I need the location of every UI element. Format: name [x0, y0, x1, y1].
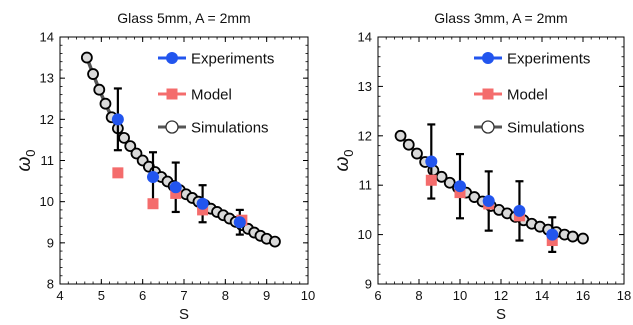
x-tick-label: 10 [301, 288, 315, 303]
x-tick-label: 14 [535, 288, 549, 303]
simulations-line [399, 134, 584, 241]
x-tick-label: 18 [617, 288, 631, 303]
x-tick-label: 9 [263, 288, 270, 303]
chart-panel-2: Glass 3mm, A = 2mm 6 8 10 12 14 16 18 9 10 11 12 13 1… [332, 10, 631, 323]
experiments-point [111, 113, 124, 126]
y-tick-label: 13 [358, 79, 372, 94]
y-axis-label: ω0 [14, 149, 38, 171]
y-axis-label: ω0 [332, 149, 356, 171]
x-tick-label: 10 [453, 288, 467, 303]
y-axis-label-symbol: ω [14, 157, 35, 172]
simulations-point [566, 230, 579, 243]
y-tick-label: 14 [40, 30, 54, 45]
legend-marker-experiments [482, 52, 494, 64]
y-tick-label: 12 [40, 112, 54, 127]
y-tick-label: 10 [40, 194, 54, 209]
simulations-point [80, 51, 93, 64]
y-tick-label: 14 [358, 30, 372, 45]
simulations-point [394, 129, 407, 142]
legend-marker-simulations [165, 120, 179, 134]
simulations-point [124, 140, 137, 152]
experiments-point [147, 170, 159, 183]
simulations-point [118, 131, 130, 144]
x-tick-label: 5 [98, 288, 105, 303]
model-point [454, 187, 466, 199]
x-tick-label: 7 [180, 288, 187, 303]
y-tick-label: 11 [359, 178, 373, 193]
model-point [112, 167, 124, 179]
model-point [147, 198, 159, 210]
simulations-point [411, 147, 423, 160]
y-tick-label: 8 [47, 277, 54, 292]
x-tick-label: 8 [222, 288, 229, 303]
x-axis-label: S [179, 306, 189, 323]
simulations-point [269, 235, 281, 248]
experiments-point [196, 197, 209, 210]
chart-title: Glass 3mm, A = 2mm [434, 10, 567, 26]
simulations-point [93, 83, 106, 96]
experiments-point [482, 195, 495, 208]
legend-label: Experiments [191, 51, 274, 68]
y-axis-label-symbol: ω [332, 157, 353, 172]
experiments-point [454, 180, 466, 193]
x-tick-label: 4 [56, 288, 63, 303]
experiments-point [169, 181, 182, 194]
experiments-point [513, 204, 526, 217]
y-axis-label-subscript: 0 [341, 149, 356, 156]
x-tick-label: 12 [494, 288, 508, 303]
legend-label: Experiments [507, 51, 590, 68]
x-axis-label: S [496, 306, 506, 323]
legend-marker-simulations [481, 120, 495, 134]
y-tick-label: 13 [40, 71, 54, 86]
x-tick-label: 6 [139, 288, 146, 303]
simulations-point [87, 68, 99, 80]
simulations-point [577, 232, 589, 245]
legend-marker-model [166, 88, 178, 100]
y-tick-label: 9 [365, 277, 372, 292]
legend: Experiments Model Simulations [158, 51, 274, 137]
experiments-point [233, 216, 246, 229]
legend-label: Simulations [191, 120, 269, 137]
y-tick-label: 9 [47, 235, 54, 250]
legend-label: Model [507, 87, 548, 104]
y-tick-label: 10 [358, 227, 372, 242]
x-tick-label: 6 [374, 288, 381, 303]
legend-label: Simulations [507, 120, 585, 137]
simulations-point [402, 138, 415, 151]
plot-frame [377, 36, 625, 285]
experiments-point [425, 155, 438, 168]
legend-marker-experiments [166, 52, 178, 64]
legend-label: Model [191, 87, 232, 104]
simulations-point [99, 97, 112, 110]
x-tick-label: 8 [415, 288, 422, 303]
experiments-point [546, 228, 559, 241]
model-point [170, 187, 182, 199]
y-tick-label: 12 [358, 128, 372, 143]
model-point [197, 204, 209, 216]
legend: Experiments Model Simulations [474, 51, 590, 137]
chart-title: Glass 5mm, A = 2mm [117, 10, 250, 26]
y-tick-label: 11 [41, 153, 55, 168]
x-tick-label: 16 [576, 288, 590, 303]
y-axis-label-subscript: 0 [23, 149, 38, 156]
model-point [425, 174, 437, 186]
legend-marker-model [482, 88, 494, 100]
chart-panel-1: Glass 5mm, A = 2mm 4 5 6 7 8 9 10 8 9 10 11 12 13 14 Sω… [14, 10, 315, 323]
